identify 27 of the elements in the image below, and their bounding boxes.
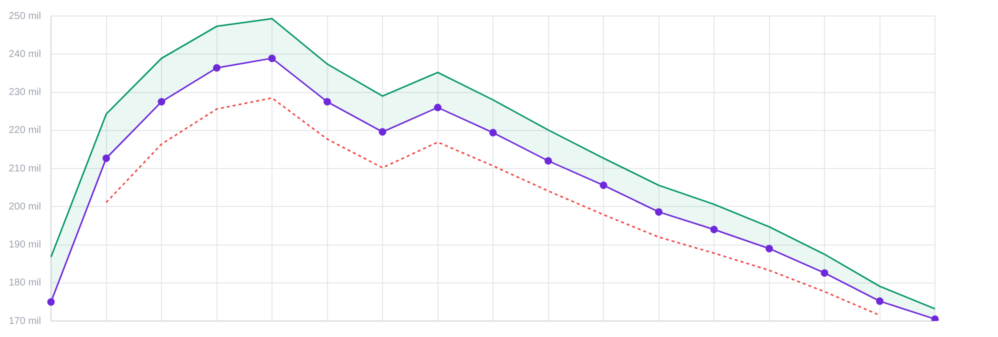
point [324, 98, 331, 106]
point [489, 128, 497, 136]
point [213, 64, 220, 72]
y-tick-label: 190 mil [8, 240, 41, 250]
point [766, 244, 773, 252]
point [600, 182, 608, 190]
point [655, 208, 662, 216]
y-tick-label: 220 mil [8, 125, 41, 136]
y-tick-label: 250 mil [8, 10, 41, 22]
y-tick-label: 210 mil [8, 163, 41, 174]
point [434, 104, 442, 112]
point [47, 298, 55, 306]
y-tick-label: 240 mil [8, 48, 41, 60]
point [102, 154, 110, 162]
point [158, 98, 166, 106]
y-tick-label: 200 mil [8, 201, 41, 212]
y-tick-label: 170 mil [8, 316, 41, 327]
point [710, 226, 718, 234]
y-tick-label: 180 mil [8, 278, 41, 289]
line-series [106, 97, 880, 316]
y-tick-label: 230 mil [8, 87, 41, 98]
point [876, 297, 884, 305]
point [820, 269, 828, 277]
point [544, 157, 552, 165]
point [268, 54, 276, 62]
point [931, 315, 939, 321]
point [378, 128, 386, 136]
